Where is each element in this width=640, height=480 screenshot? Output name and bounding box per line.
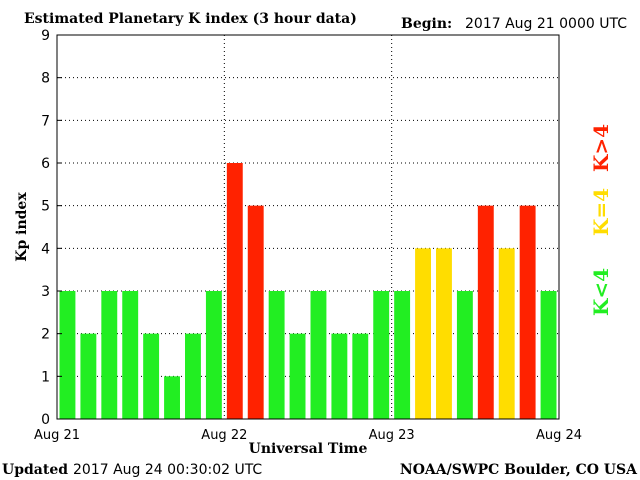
kp-bar	[310, 291, 327, 419]
kp-bar	[205, 291, 222, 419]
bars	[59, 163, 557, 419]
kp-bar	[373, 291, 390, 419]
y-tick-labels: 0 1 2 3 4 5 6 7 8 9	[41, 28, 62, 428]
kp-bar	[226, 163, 243, 419]
x-tick-labels: Aug 21 Aug 22 Aug 23 Aug 24	[34, 428, 582, 443]
kp-bar	[498, 248, 515, 419]
y-tick-label: 1	[41, 369, 50, 385]
kp-bar	[101, 291, 118, 419]
updated-label: Updated	[2, 462, 68, 478]
y-tick-label: 0	[41, 412, 50, 428]
legend-low: K<4	[589, 268, 613, 316]
x-tick-label: Aug 22	[201, 428, 247, 443]
updated-value: 2017 Aug 24 00:30:02 UTC	[73, 462, 262, 478]
y-axis-label: Kp index	[14, 192, 30, 262]
x-tick-label: Aug 23	[369, 428, 415, 443]
y-tick-label: 8	[41, 71, 50, 87]
y-tick-label: 5	[41, 199, 50, 215]
x-tick-label: Aug 21	[34, 428, 80, 443]
begin-value: 2017 Aug 21 0000 UTC	[465, 16, 627, 32]
kp-bar	[268, 291, 285, 419]
chart-title: Estimated Planetary K index (3 hour data…	[24, 11, 357, 27]
kp-bar	[247, 205, 264, 419]
kp-bar	[540, 291, 557, 419]
kp-bar	[477, 205, 494, 419]
plot-frame	[56, 34, 560, 420]
y-tick-label: 3	[41, 284, 50, 300]
kp-bar	[456, 291, 473, 419]
kp-bar	[352, 333, 369, 419]
y-tick-label: 9	[41, 28, 50, 44]
kp-bar	[59, 291, 76, 419]
kp-bar	[122, 291, 139, 419]
kp-bar	[164, 376, 180, 419]
y-tick-label: 7	[41, 113, 50, 129]
legend-high: K>4	[589, 124, 613, 172]
kp-bar	[80, 333, 97, 419]
source-credit: NOAA/SWPC Boulder, CO USA	[400, 462, 638, 478]
legend-mid: K=4	[589, 188, 613, 236]
grid-lines	[57, 35, 559, 419]
kp-bar	[415, 248, 431, 419]
y-tick-label: 2	[41, 327, 50, 343]
x-tick-label: Aug 24	[536, 428, 582, 443]
y-tick-label: 6	[41, 156, 50, 172]
begin-label: Begin:	[401, 16, 452, 32]
kp-bar	[185, 333, 201, 419]
y-tick-label: 4	[41, 241, 50, 257]
kp-bar	[394, 291, 411, 419]
kp-bar	[289, 333, 306, 419]
kp-bar	[519, 205, 536, 419]
x-axis-label: Universal Time	[249, 441, 368, 457]
kp-bar	[143, 333, 160, 419]
kp-bar	[331, 333, 348, 419]
kp-bar	[436, 248, 452, 419]
